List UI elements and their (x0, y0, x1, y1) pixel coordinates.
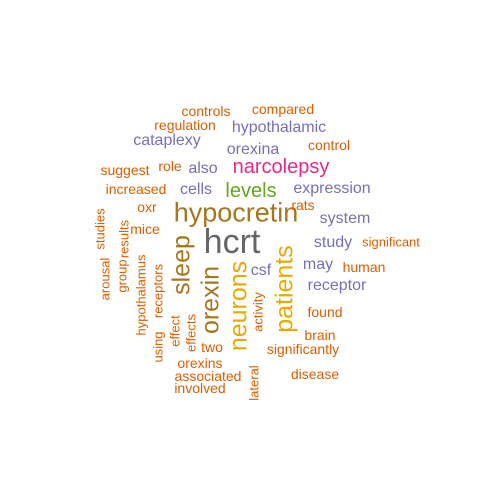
word-brain: brain (304, 327, 336, 343)
word-expression: expression (293, 180, 371, 197)
word-arousal: arousal (97, 257, 113, 301)
word-patients: patients (270, 245, 299, 333)
word-orexins: orexins (177, 355, 223, 371)
word-two: two (201, 339, 223, 355)
word-role: role (158, 158, 182, 174)
word-effect: effect (167, 315, 183, 347)
word-significantly: significantly (266, 341, 340, 357)
word-orexina: orexina (226, 141, 280, 158)
word-rats: rats (291, 197, 315, 213)
word-system: system (319, 210, 371, 227)
word-neurons: neurons (224, 260, 253, 352)
word-increased: increased (105, 181, 167, 197)
word-levels: levels (225, 180, 277, 202)
word-controls: controls (181, 103, 231, 119)
word-narcolepsy: narcolepsy (232, 156, 330, 178)
word-associated: associated (174, 368, 242, 384)
word-suggest: suggest (100, 162, 150, 178)
word-significant: significant (362, 234, 420, 250)
word-hcrt: hcrt (203, 223, 261, 261)
word-hypothalamus: hypothalamus (133, 254, 149, 336)
word-hypothalamic: hypothalamic (231, 119, 327, 136)
word-csf: csf (250, 262, 272, 279)
word-orexin: orexin (196, 265, 225, 335)
word-control: control (307, 137, 351, 153)
word-effects: effects (183, 313, 199, 353)
word-receptors: receptors (150, 263, 166, 319)
word-group: group (114, 259, 130, 293)
word-found: found (307, 304, 343, 320)
word-receptor: receptor (307, 277, 367, 294)
word-cataplexy: cataplexy (133, 132, 201, 149)
word-human: human (342, 259, 386, 275)
word-may: may (302, 256, 334, 273)
word-study: study (313, 234, 353, 251)
word-studies: studies (92, 208, 108, 250)
word-oxr: oxr (137, 199, 157, 215)
word-cells: cells (179, 181, 213, 198)
word-involved: involved (174, 380, 226, 396)
word-compared: compared (251, 101, 315, 117)
word-hypocretin: hypocretin (173, 197, 299, 228)
word-using: using (150, 331, 166, 363)
word-regulation: regulation (154, 117, 216, 133)
word-also: also (188, 160, 218, 177)
word-mice: mice (130, 221, 160, 237)
word-sleep: sleep (167, 235, 196, 295)
word-disease: disease (290, 366, 340, 382)
word-activity: activity (250, 292, 266, 332)
word-results: results (116, 219, 132, 259)
word-lateral: lateral (246, 365, 262, 401)
